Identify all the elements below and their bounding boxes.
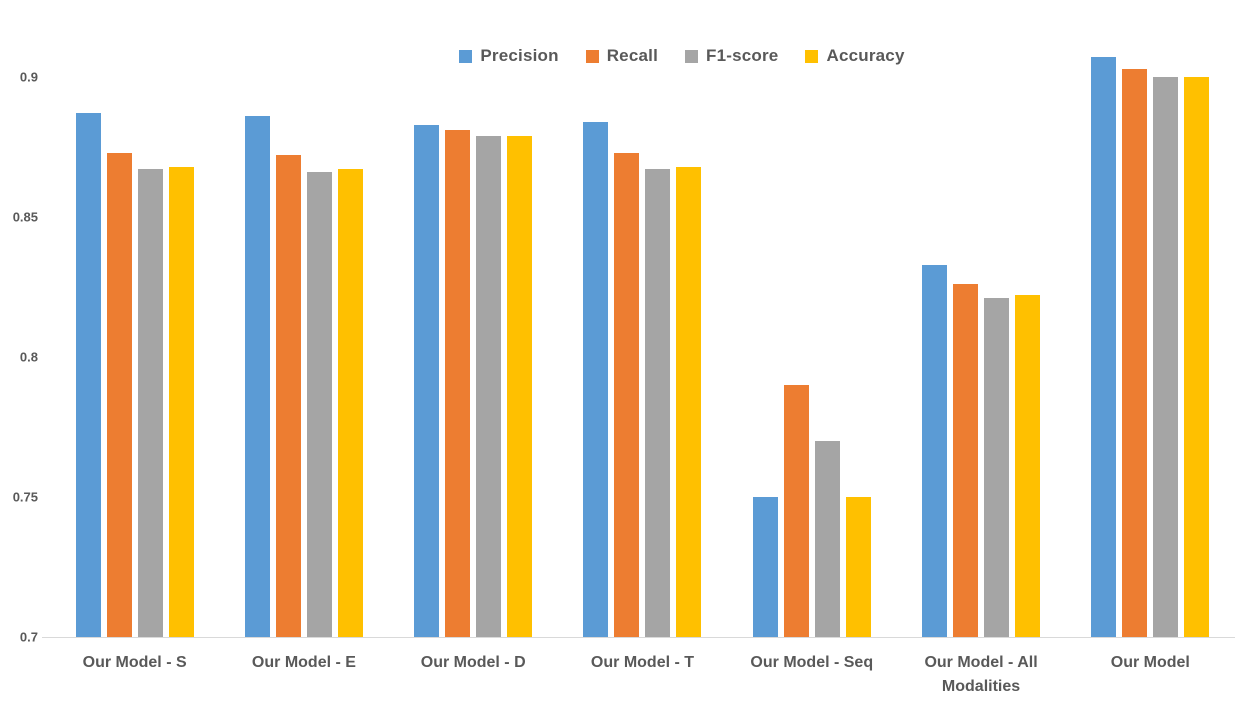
y-tick-label: 0.7: [19, 629, 38, 645]
bar-recall-2: [275, 155, 301, 637]
bar-groups: [50, 57, 1235, 637]
bar-accuracy-6: [1015, 295, 1041, 637]
bar-cluster: [414, 77, 533, 637]
chart-legend: Precision Recall F1-score Accuracy: [0, 46, 1246, 66]
bar-precision-2: [244, 116, 270, 637]
bar-f1-score-4: [645, 169, 671, 637]
bar-recall-7: [1122, 68, 1148, 637]
bar-recall-6: [953, 284, 979, 637]
bar-cluster: [75, 77, 194, 637]
bar-cluster: [1091, 57, 1210, 637]
bar-group-5: [727, 77, 896, 637]
bar-accuracy-5: [845, 497, 871, 637]
legend-item-precision: Precision: [459, 46, 559, 66]
x-axis-label-4: Our Model - T: [590, 654, 695, 671]
legend-item-recall: Recall: [585, 46, 658, 66]
legend-swatch-icon: [685, 49, 698, 63]
y-tick-label: 0.75: [12, 489, 38, 505]
y-tick-label: 0.9: [19, 69, 38, 85]
x-axis-label-7: Our Model: [1110, 654, 1190, 671]
legend-item-accuracy: Accuracy: [805, 46, 904, 66]
bar-cluster: [922, 77, 1041, 637]
x-axis-label-5: Our Model - Seq: [750, 654, 874, 671]
bar-f1-score-7: [1153, 77, 1179, 637]
bar-cluster: [752, 77, 871, 637]
x-axis-labels: Our Model - S Our Model - E Our Model - D O…: [50, 651, 1235, 699]
x-axis-line: [42, 637, 1235, 638]
x-axis-label-2: Our Model - E: [251, 654, 356, 671]
bar-accuracy-1: [168, 166, 194, 637]
bar-f1-score-3: [476, 135, 502, 637]
x-axis-label-1: Our Model - S: [82, 654, 187, 671]
plot-area: Our Model - S Our Model - E Our Model - D O…: [13, 57, 1235, 695]
bar-recall-4: [614, 152, 640, 637]
legend-label: F1-score: [706, 46, 779, 65]
bar-cluster: [583, 77, 702, 637]
bar-group-1: [50, 77, 219, 637]
bar-precision-6: [922, 264, 948, 637]
legend-label: Recall: [606, 46, 658, 65]
legend-swatch-icon: [585, 49, 599, 63]
legend-swatch-icon: [805, 49, 819, 63]
bar-accuracy-3: [507, 135, 533, 637]
bar-precision-5: [752, 497, 778, 637]
bar-group-6: [896, 77, 1065, 637]
bar-recall-3: [445, 130, 471, 637]
bar-recall-5: [783, 385, 809, 637]
legend-item-f1-score: F1-score: [685, 46, 778, 66]
bar-accuracy-2: [337, 169, 363, 637]
y-tick-label: 0.8: [19, 349, 38, 365]
bar-f1-score-1: [137, 169, 163, 637]
legend-swatch-icon: [459, 49, 473, 63]
bar-group-2: [219, 77, 388, 637]
bar-cluster: [244, 77, 363, 637]
x-axis-label-3: Our Model - D: [420, 654, 526, 671]
bar-f1-score-5: [814, 441, 840, 637]
bar-group-3: [389, 77, 558, 637]
bar-group-7: [1066, 57, 1235, 637]
bar-precision-3: [414, 124, 440, 637]
bar-precision-4: [583, 121, 609, 637]
bar-f1-score-2: [306, 172, 332, 637]
bar-recall-1: [106, 152, 132, 637]
legend-label: Precision: [480, 46, 559, 65]
bar-accuracy-4: [676, 166, 702, 637]
legend-label: Accuracy: [826, 46, 905, 65]
bar-accuracy-7: [1184, 77, 1210, 637]
bar-group-4: [558, 77, 727, 637]
bar-f1-score-6: [984, 298, 1010, 637]
bar-precision-1: [75, 113, 101, 637]
y-tick-label: 0.85: [12, 209, 38, 225]
bar-precision-7: [1091, 57, 1117, 637]
x-axis-label-6: Our Model - All Modalities: [924, 654, 1038, 695]
